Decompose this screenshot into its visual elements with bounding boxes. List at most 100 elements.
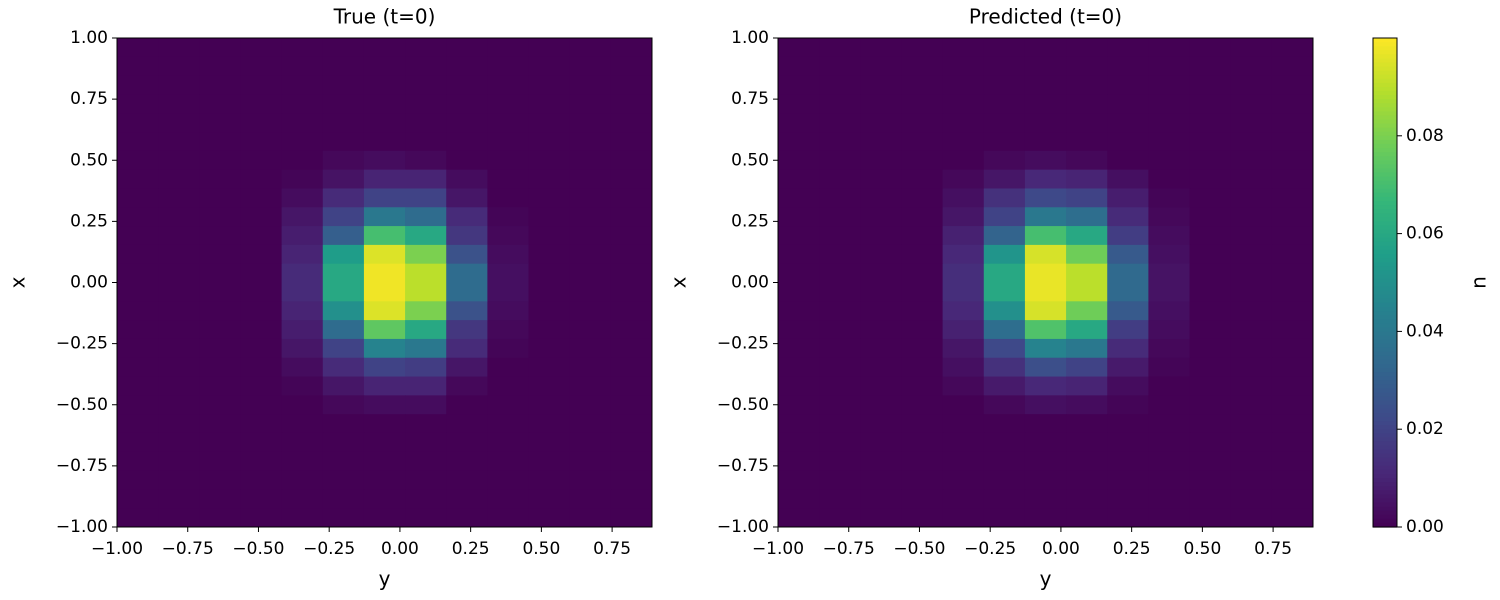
colorbar-swatch: [1373, 111, 1397, 117]
heatmap-cell: [158, 301, 200, 321]
colorbar-swatch: [1373, 522, 1397, 528]
heatmap-cell: [487, 188, 530, 208]
heatmap-cell: [446, 282, 488, 302]
heatmap-cell: [819, 113, 861, 133]
colorbar-swatch: [1373, 131, 1397, 137]
heatmap-cell: [569, 226, 612, 246]
heatmap-cell: [983, 338, 1026, 359]
heatmap-cell: [1271, 263, 1314, 283]
heatmap-cell: [1148, 414, 1191, 434]
heatmap-cell: [1148, 169, 1191, 189]
heatmap-cell: [158, 38, 200, 58]
heatmap-cell: [860, 451, 902, 472]
heatmap-cell: [281, 376, 324, 396]
heatmap-cell: [1107, 132, 1149, 152]
y-tick-label: 0.50: [70, 150, 108, 170]
heatmap-cell: [942, 376, 985, 396]
heatmap-cell: [1107, 207, 1149, 227]
heatmap-cell: [778, 263, 820, 283]
heatmap-cell: [363, 282, 406, 302]
heatmap-cell: [901, 451, 944, 472]
colorbar-swatch: [1373, 90, 1397, 96]
x-axis-label: y: [379, 567, 391, 591]
heatmap-cell: [1066, 94, 1108, 114]
heatmap-cell: [1024, 395, 1067, 415]
heatmap-cell: [281, 320, 324, 340]
heatmap-cell: [1148, 188, 1191, 208]
heatmap-cell: [158, 489, 200, 509]
heatmap-cell: [983, 150, 1026, 171]
heatmap-cell: [569, 244, 612, 265]
heatmap-cell: [1107, 301, 1149, 321]
heatmap-cell: [983, 56, 1026, 77]
colorbar-swatch: [1373, 311, 1397, 316]
heatmap-cell: [901, 395, 944, 415]
colorbar-swatch: [1373, 282, 1397, 288]
heatmap-cell: [240, 357, 283, 378]
heatmap-cell: [405, 169, 447, 189]
heatmap-cell: [281, 470, 324, 490]
heatmap-cell: [942, 150, 985, 171]
heatmap-cell: [778, 56, 820, 77]
heatmap-cell: [322, 357, 365, 378]
heatmap-cell: [240, 489, 283, 509]
heatmap-cell: [1148, 75, 1191, 95]
colorbar-swatch: [1373, 74, 1397, 80]
colorbar-swatch: [1373, 457, 1397, 463]
colorbar-swatch: [1373, 99, 1397, 104]
heatmap-cell: [158, 432, 200, 453]
heatmap-cell: [610, 357, 653, 378]
colorbar-swatch: [1373, 213, 1397, 218]
heatmap-cell: [778, 470, 820, 490]
heatmap-cell: [487, 508, 530, 528]
heatmap-cell: [446, 169, 488, 189]
heatmap-cell: [158, 451, 200, 472]
colorbar-swatch: [1373, 148, 1397, 153]
heatmap-cell: [117, 263, 159, 283]
heatmap-cell: [528, 94, 571, 114]
heatmap-cell: [322, 132, 365, 152]
heatmap-cell: [363, 338, 406, 359]
heatmap-cell: [363, 132, 406, 152]
heatmap-cell: [528, 301, 571, 321]
heatmap-cell: [281, 508, 324, 528]
heatmap-cell: [942, 320, 985, 340]
colorbar-swatch: [1373, 302, 1397, 308]
heatmap-cell: [610, 150, 653, 171]
heatmap-cell: [1230, 395, 1273, 415]
heatmap-cell: [158, 94, 200, 114]
heatmap-cell: [1066, 56, 1108, 77]
heatmap-cell: [1066, 132, 1108, 152]
heatmap-cell: [240, 226, 283, 246]
colorbar-swatch: [1373, 192, 1397, 198]
heatmap-cell: [569, 508, 612, 528]
heatmap-cell: [1024, 414, 1067, 434]
heatmap-cell: [405, 56, 447, 77]
colorbar-swatch: [1373, 441, 1397, 447]
heatmap-cell: [942, 263, 985, 283]
heatmap-cell: [1230, 376, 1273, 396]
colorbar-swatch: [1373, 180, 1397, 186]
heatmap-cell: [240, 395, 283, 415]
y-tick-label: 0.75: [731, 89, 769, 109]
heatmap-cell: [1066, 376, 1108, 396]
colorbar-swatch: [1373, 453, 1397, 459]
colorbar-swatch: [1373, 168, 1397, 174]
heatmap-cell: [446, 75, 488, 95]
heatmap-cell: [1271, 169, 1314, 189]
colorbar-swatch: [1373, 127, 1397, 133]
heatmap-cell: [901, 414, 944, 434]
heatmap-cell: [942, 169, 985, 189]
heatmap-cell: [117, 94, 159, 114]
heatmap-cell: [117, 301, 159, 321]
heatmap-cell: [158, 263, 200, 283]
heatmap-cell: [528, 263, 571, 283]
heatmap-cell: [158, 508, 200, 528]
heatmap-cell: [901, 508, 944, 528]
heatmap-cell: [405, 470, 447, 490]
heatmap-cell: [322, 376, 365, 396]
heatmap-cell: [569, 132, 612, 152]
heatmap-cell: [1230, 282, 1273, 302]
heatmap-cell: [281, 301, 324, 321]
y-tick-label: −1.00: [717, 517, 769, 537]
